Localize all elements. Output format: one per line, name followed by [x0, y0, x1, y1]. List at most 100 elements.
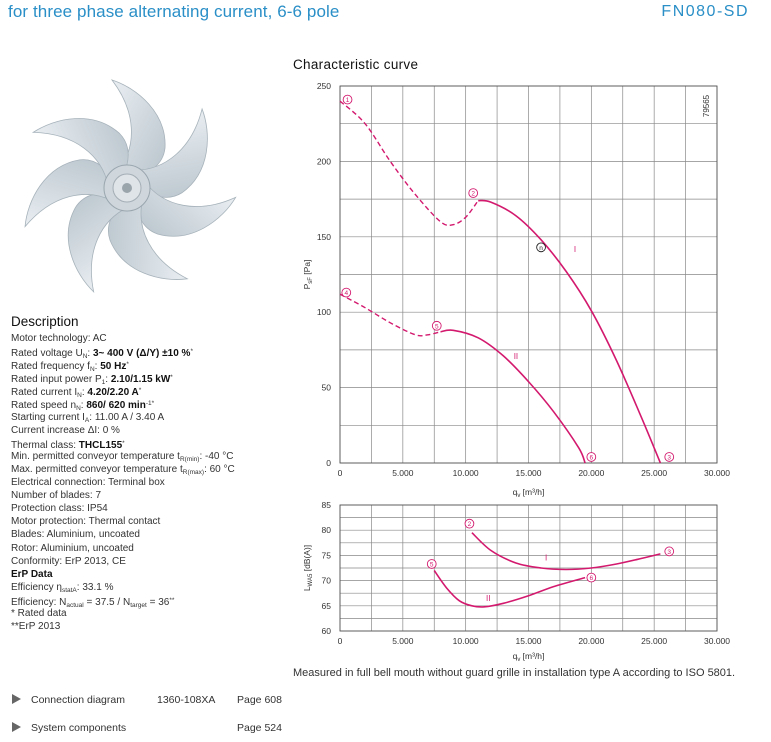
y-tick-label: 250 [317, 81, 331, 91]
spec-row: Protection class: IP54 [11, 502, 235, 515]
spec-row: Blades: Aluminium, uncoated [11, 528, 235, 541]
spec-value: AC [92, 333, 107, 344]
curve-label: II [486, 594, 490, 603]
spec-row: Number of blades: 7 [11, 489, 235, 502]
curve-label: II [514, 352, 518, 361]
spec-label: Max. permitted conveyor temperature t [11, 463, 183, 475]
x-tick-label: 5.000 [392, 636, 414, 646]
series-I-dashed-line [339, 100, 479, 227]
spec-label: Thermal class: [11, 439, 79, 451]
spec-value: 0 % [102, 424, 120, 436]
operating-point-label: 6 [590, 455, 594, 462]
fan-blade [31, 118, 129, 187]
y-tick-label: 70 [322, 576, 332, 586]
description-title: Description [11, 314, 79, 329]
spec-superscript: * [170, 374, 173, 382]
spec-value: Thermal contact [88, 516, 161, 528]
y-tick-label: 200 [317, 156, 331, 166]
x-tick-label: 30.000 [704, 636, 730, 646]
series-I-line [478, 199, 662, 464]
operating-point-marker [426, 559, 437, 569]
plot-frame [339, 504, 718, 632]
x-tick-label: 20.000 [578, 468, 604, 478]
erp-data-title: ErP Data [11, 568, 53, 580]
spec-subscript: N [76, 405, 81, 413]
spec-subscript: actual [66, 601, 84, 609]
x-tick-label: 10.000 [453, 636, 479, 646]
spec-label: Conformity: [11, 555, 65, 567]
spec-value: THCL155 [78, 439, 123, 451]
spec-label: Min. permitted conveyor temperature t [11, 450, 180, 462]
spec-value: Aluminium, uncoated [46, 529, 140, 541]
spec-subscript: 1 [101, 379, 106, 387]
x-tick-label: 5.000 [392, 468, 414, 478]
link-system-components[interactable]: System components Page 524 [12, 722, 282, 734]
curve-label: I [545, 553, 547, 562]
spec-row: Conformity: ErP 2013, CE [11, 555, 235, 568]
link-page: Page 524 [237, 722, 282, 734]
x-tick-label: 25.000 [641, 636, 667, 646]
x-tick-label: 15.000 [516, 636, 542, 646]
spec-label: Rated input power P [11, 374, 102, 386]
y-tick-label: 75 [322, 550, 332, 560]
spec-subscript: R(max) [182, 468, 205, 476]
model-code: FN080-SD [661, 3, 749, 20]
link-connection-diagram[interactable]: Connection diagram 1360-108XA Page 608 [12, 694, 282, 706]
spec-row: Thermal class: THCL155* [11, 437, 235, 451]
spec-label: Rated frequency f [11, 361, 90, 373]
operating-point-marker [341, 287, 352, 298]
y-tick-label: 80 [322, 525, 332, 535]
spec-value: IP54 [87, 503, 108, 515]
operating-point-label: 1 [346, 97, 350, 104]
spec-row: Starting current IA: 11.00 A / 3.40 A [11, 411, 165, 424]
spec-superscript: * [126, 361, 129, 369]
spec-row: Rated current IN: 4.20/2.20 A* [11, 387, 142, 400]
spec-value: 60 °C [209, 463, 235, 475]
spec-superscript: ** [169, 596, 175, 604]
chart-code-label: 79565 [702, 94, 711, 117]
operating-point-label: 3 [667, 549, 671, 556]
arrow-right-icon [12, 694, 21, 704]
x-tick-label: 15.000 [516, 468, 542, 478]
operating-point-label: 2 [471, 191, 475, 198]
operating-point-label: 2 [468, 521, 472, 528]
plot-frame [339, 85, 718, 464]
operating-point-marker [431, 320, 442, 331]
spec-label: Electrical connection: [11, 477, 109, 489]
y-tick-label: 65 [322, 601, 332, 611]
link-code: 1360-108XA [157, 694, 216, 706]
spec-row: Max. permitted conveyor temperature tR(m… [11, 463, 235, 476]
spec-value: -40 °C [205, 450, 234, 462]
y-tick-label: 150 [317, 232, 331, 242]
spec-value: ErP 2013, CE [64, 555, 126, 567]
link-page: Page 608 [237, 694, 282, 706]
spec-value: 860/ 620 min [86, 400, 146, 412]
x-axis-label: qv [m³/h] [513, 651, 545, 663]
curve-label: I [574, 245, 576, 254]
spec-label: Blades: [11, 529, 47, 541]
x-tick-label: 10.000 [453, 468, 479, 478]
y-axis-label: LWA5 [dB(A)] [302, 545, 314, 591]
spec-row: Rated speed nN: 860/ 620 min-1* [11, 400, 155, 413]
spec-value: 11.00 A / 3.40 A [94, 411, 165, 423]
spec-row: Efficiency: Nactual = 37.5 / Ntarget = 3… [11, 596, 175, 609]
spec-row: Motor technology: AC [11, 332, 235, 345]
measurement-note: Measured in full bell mouth without guar… [293, 667, 736, 679]
x-tick-label: 30.000 [704, 468, 730, 478]
spec-label: Protection class: [11, 503, 88, 515]
operating-point-marker [586, 452, 597, 462]
spec-subscript: statA [61, 586, 77, 594]
spec-row: Electrical connection: Terminal box [11, 476, 235, 489]
operating-point-marker [468, 188, 479, 198]
link-label: Connection diagram [31, 694, 125, 706]
page-title: for three phase alternating current, 6-6… [8, 2, 340, 21]
y-tick-label: 60 [322, 626, 332, 636]
y-tick-label: 100 [317, 307, 331, 317]
spec-row: Efficiency ηstatA: 33.1 % [11, 581, 114, 594]
x-tick-label: 20.000 [578, 636, 604, 646]
spec-subscript: N [77, 392, 82, 400]
operating-point-label: 5 [435, 323, 439, 330]
spec-label: Motor protection: [11, 516, 89, 528]
spec-label: Efficiency η [11, 581, 62, 593]
spec-label: Current increase ΔI: [11, 424, 103, 436]
